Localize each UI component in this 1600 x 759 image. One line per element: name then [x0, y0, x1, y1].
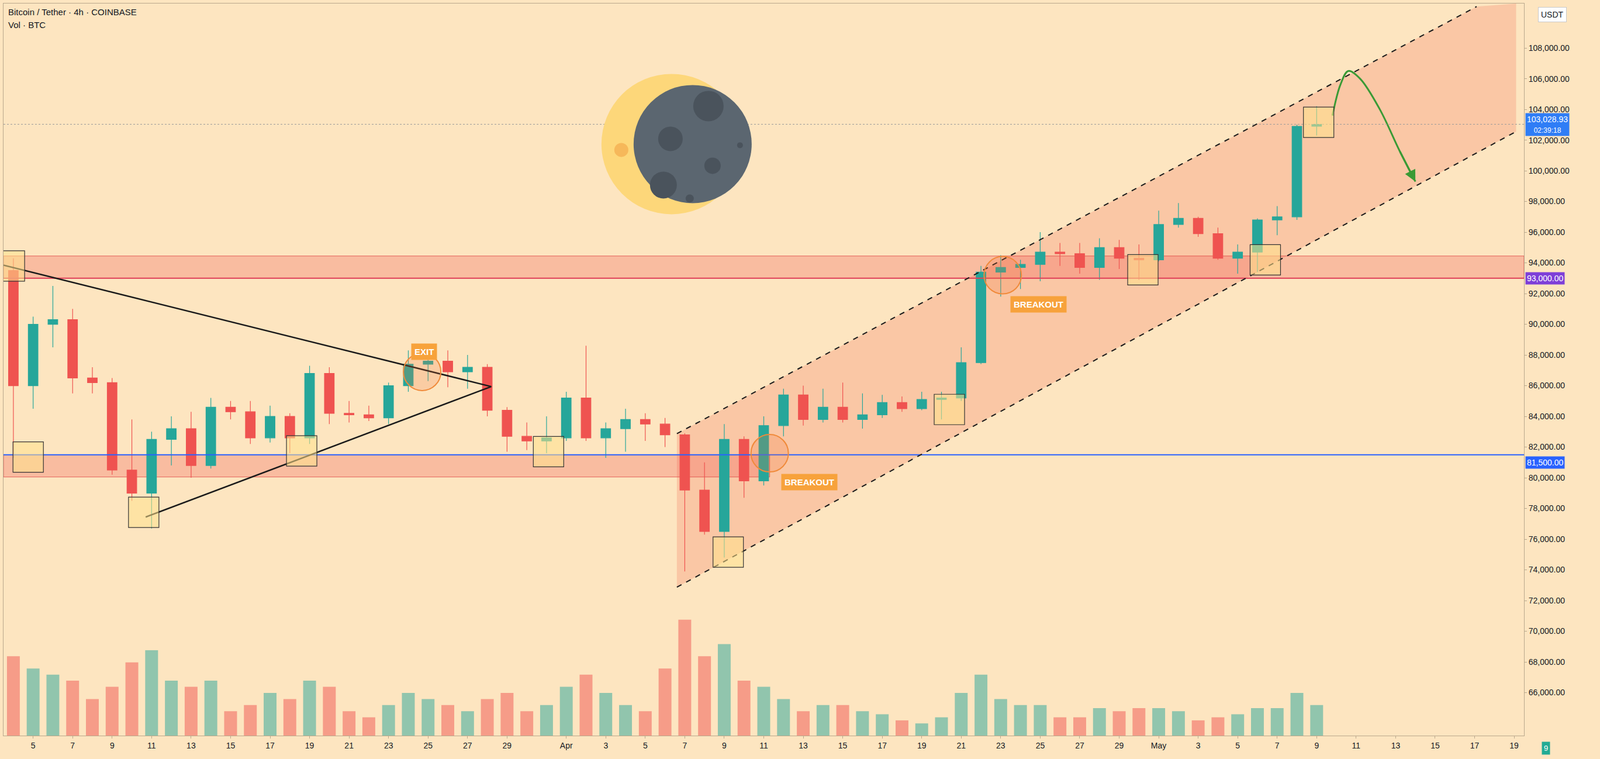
svg-text:102,000.00: 102,000.00: [1528, 135, 1570, 145]
svg-text:84,000.00: 84,000.00: [1528, 411, 1565, 421]
svg-text:7: 7: [70, 740, 75, 751]
svg-text:7: 7: [1274, 740, 1280, 751]
svg-text:EXIT: EXIT: [414, 346, 434, 357]
svg-text:88,000.00: 88,000.00: [1528, 350, 1565, 360]
svg-text:5: 5: [1235, 740, 1240, 751]
svg-text:82,000.00: 82,000.00: [1528, 441, 1565, 452]
svg-text:9: 9: [721, 740, 727, 751]
svg-text:USDT: USDT: [1540, 9, 1564, 20]
svg-text:74,000.00: 74,000.00: [1528, 564, 1565, 575]
svg-text:Vol · BTC: Vol · BTC: [8, 19, 46, 30]
svg-text:29: 29: [1114, 740, 1125, 751]
svg-text:27: 27: [1075, 740, 1085, 751]
svg-text:15: 15: [1430, 740, 1440, 751]
svg-text:5: 5: [643, 740, 648, 751]
svg-text:96,000.00: 96,000.00: [1528, 227, 1565, 237]
svg-text:98,000.00: 98,000.00: [1528, 196, 1565, 206]
svg-text:19: 19: [305, 740, 315, 751]
svg-text:94,000.00: 94,000.00: [1528, 257, 1565, 268]
svg-text:86,000.00: 86,000.00: [1528, 380, 1565, 390]
svg-text:29: 29: [502, 740, 513, 751]
svg-text:3: 3: [603, 740, 608, 751]
svg-text:81,500.00: 81,500.00: [1526, 457, 1564, 468]
svg-text:25: 25: [1035, 740, 1046, 751]
svg-text:Apr: Apr: [560, 740, 573, 751]
svg-text:19: 19: [917, 740, 927, 751]
svg-text:108,000.00: 108,000.00: [1528, 43, 1570, 53]
svg-text:76,000.00: 76,000.00: [1528, 534, 1565, 544]
svg-text:BREAKOUT: BREAKOUT: [784, 477, 835, 487]
svg-text:5: 5: [30, 740, 36, 751]
svg-text:BREAKOUT: BREAKOUT: [1013, 299, 1064, 310]
svg-text:106,000.00: 106,000.00: [1528, 74, 1570, 84]
svg-text:92,000.00: 92,000.00: [1528, 288, 1565, 299]
svg-text:72,000.00: 72,000.00: [1528, 595, 1565, 606]
svg-text:Bitcoin / Tether · 4h · COINBA: Bitcoin / Tether · 4h · COINBASE: [8, 7, 137, 17]
svg-text:70,000.00: 70,000.00: [1528, 626, 1565, 636]
svg-text:93,000.00: 93,000.00: [1526, 273, 1564, 283]
svg-text:90,000.00: 90,000.00: [1528, 319, 1565, 329]
svg-text:19: 19: [1509, 740, 1519, 751]
svg-text:23: 23: [384, 740, 394, 751]
svg-text:27: 27: [462, 740, 473, 751]
svg-text:103,028.9302:39:18: 103,028.9302:39:18: [1526, 114, 1568, 135]
svg-text:23: 23: [996, 740, 1006, 751]
svg-text:17: 17: [1470, 740, 1480, 751]
svg-text:9: 9: [109, 740, 115, 751]
svg-text:13: 13: [186, 740, 196, 751]
svg-text:7: 7: [682, 740, 687, 751]
svg-text:15: 15: [838, 740, 848, 751]
svg-text:May: May: [1151, 740, 1167, 751]
svg-text:21: 21: [956, 740, 967, 751]
svg-text:11: 11: [1352, 740, 1361, 751]
svg-text:13: 13: [798, 740, 808, 751]
svg-text:104,000.00: 104,000.00: [1528, 104, 1570, 114]
svg-text:100,000.00: 100,000.00: [1528, 166, 1570, 176]
svg-text:15: 15: [226, 740, 236, 751]
svg-text:11: 11: [759, 740, 769, 751]
svg-text:21: 21: [344, 740, 354, 751]
svg-text:80,000.00: 80,000.00: [1528, 472, 1565, 483]
svg-text:11: 11: [147, 740, 157, 751]
svg-text:3: 3: [1196, 740, 1201, 751]
svg-text:78,000.00: 78,000.00: [1528, 503, 1565, 513]
svg-text:25: 25: [423, 740, 433, 751]
svg-text:66,000.00: 66,000.00: [1528, 687, 1565, 697]
svg-text:13: 13: [1391, 740, 1401, 751]
svg-text:9: 9: [1314, 740, 1319, 751]
svg-text:9: 9: [1543, 743, 1548, 753]
svg-text:68,000.00: 68,000.00: [1528, 657, 1565, 667]
svg-text:17: 17: [265, 740, 275, 751]
svg-text:17: 17: [877, 740, 887, 751]
